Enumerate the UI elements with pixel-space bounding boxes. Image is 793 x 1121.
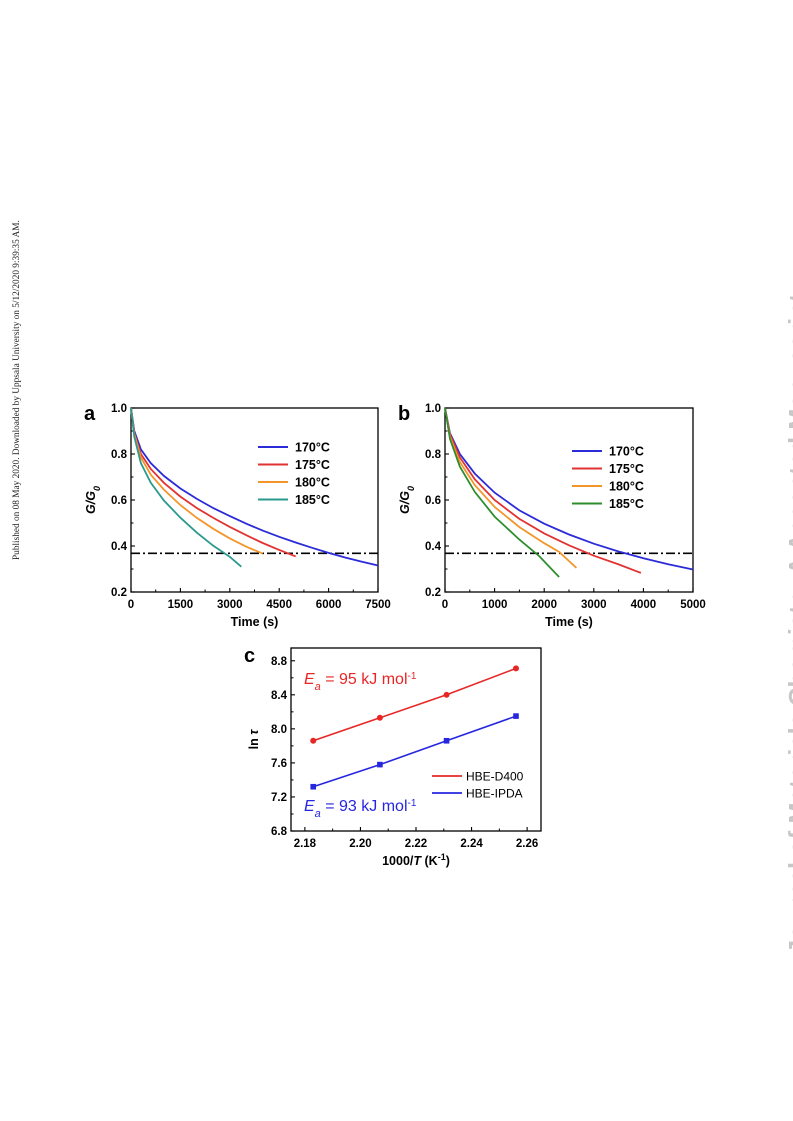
legend-label: 180°C bbox=[609, 480, 644, 494]
legend-label: HBE-D400 bbox=[466, 770, 524, 784]
activation-energy-label: Ea = 93 kJ mol-1 bbox=[304, 798, 417, 821]
fit-line bbox=[312, 667, 517, 742]
y-tick-label: 8.8 bbox=[271, 656, 288, 668]
series-line bbox=[130, 407, 264, 555]
y-axis-title: G/G0 bbox=[84, 486, 102, 514]
legend-label: 170°C bbox=[295, 441, 330, 455]
x-tick-label: 2.18 bbox=[294, 838, 317, 850]
series-line bbox=[130, 407, 242, 568]
x-tick-label: 5000 bbox=[680, 599, 706, 611]
x-tick-label: 2.24 bbox=[460, 838, 483, 850]
x-tick-label: 1000 bbox=[482, 599, 508, 611]
legend-label: 175°C bbox=[609, 462, 644, 476]
series-line bbox=[444, 407, 560, 578]
x-tick-label: 3000 bbox=[217, 599, 243, 611]
series-line bbox=[444, 407, 578, 569]
data-point bbox=[443, 737, 450, 744]
legend-label: 180°C bbox=[295, 476, 330, 490]
x-tick-label: 2.26 bbox=[516, 838, 538, 850]
x-tick-label: 0 bbox=[442, 599, 448, 611]
y-tick-label: 7.6 bbox=[271, 758, 287, 770]
panel-c: c bbox=[244, 645, 255, 667]
x-tick-label: 4500 bbox=[266, 599, 292, 611]
panel-letter-c: c bbox=[244, 645, 255, 667]
x-tick-label: 0 bbox=[128, 599, 134, 611]
y-axis-title: ln τ bbox=[247, 729, 261, 750]
data-point bbox=[310, 783, 317, 790]
x-tick-label: 2.22 bbox=[405, 838, 427, 850]
series-line bbox=[130, 407, 297, 558]
panel-letter-a: a bbox=[84, 403, 96, 425]
data-point bbox=[310, 737, 317, 744]
fit-line bbox=[312, 715, 517, 788]
x-tick-label: 3000 bbox=[581, 599, 607, 611]
x-axis-title: Time (s) bbox=[545, 615, 593, 629]
y-tick-label: 0.8 bbox=[111, 449, 128, 461]
y-tick-label: 0.6 bbox=[111, 495, 127, 507]
series-line bbox=[130, 407, 379, 567]
data-point bbox=[513, 665, 519, 672]
y-tick-label: 1.0 bbox=[111, 403, 127, 415]
x-tick-label: 4000 bbox=[631, 599, 657, 611]
y-tick-label: 0.2 bbox=[111, 587, 127, 599]
legend-label: 185°C bbox=[295, 493, 330, 507]
y-tick-label: 0.4 bbox=[425, 541, 442, 553]
x-tick-label: 7500 bbox=[365, 599, 391, 611]
panel-b: b bbox=[398, 403, 410, 425]
x-tick-label: 2000 bbox=[531, 599, 557, 611]
plot-frame-0 bbox=[130, 407, 379, 593]
data-point bbox=[377, 761, 383, 768]
legend-label: 185°C bbox=[609, 497, 644, 511]
legend-label: 175°C bbox=[295, 458, 330, 472]
x-axis-title: 1000/T (K-1) bbox=[382, 852, 450, 868]
y-tick-label: 1.0 bbox=[425, 403, 441, 415]
panel-a: a bbox=[84, 403, 96, 425]
series-line bbox=[444, 407, 694, 571]
panel-letter-b: b bbox=[398, 403, 410, 425]
data-point bbox=[376, 714, 383, 721]
y-tick-label: 6.8 bbox=[271, 826, 288, 838]
legend-label: HBE-IPDA bbox=[466, 787, 523, 801]
y-tick-label: 0.6 bbox=[425, 495, 441, 507]
x-axis-title: Time (s) bbox=[231, 615, 279, 629]
y-tick-label: 0.2 bbox=[425, 587, 441, 599]
series-line bbox=[444, 407, 642, 574]
data-point bbox=[443, 691, 450, 698]
legend-label: 170°C bbox=[609, 445, 644, 459]
data-point bbox=[513, 713, 519, 719]
y-axis-title: G/G0 bbox=[398, 486, 416, 514]
y-tick-label: 0.8 bbox=[425, 449, 442, 461]
x-tick-label: 1500 bbox=[168, 599, 194, 611]
y-tick-label: 7.2 bbox=[271, 792, 287, 804]
x-tick-label: 2.20 bbox=[349, 838, 371, 850]
y-tick-label: 8.4 bbox=[271, 690, 288, 702]
y-tick-label: 8.0 bbox=[271, 724, 287, 736]
y-tick-label: 0.4 bbox=[111, 541, 128, 553]
activation-energy-label: Ea = 95 kJ mol-1 bbox=[304, 671, 417, 694]
x-tick-label: 6000 bbox=[316, 599, 342, 611]
